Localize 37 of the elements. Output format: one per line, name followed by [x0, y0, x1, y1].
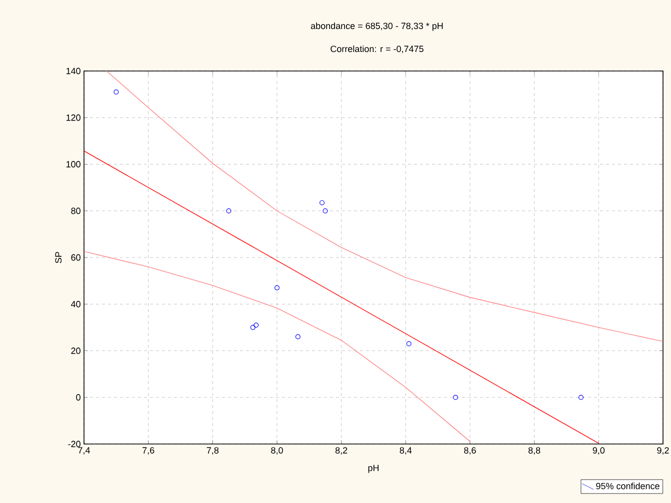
y-tick-label: 140: [66, 68, 80, 74]
y-axis-title: SP: [55, 252, 62, 264]
point: [254, 322, 259, 328]
point: [250, 324, 256, 330]
point: [406, 341, 412, 346]
chart-subtitle: Correlation: r = -0,7475: [330, 45, 424, 54]
point: [320, 200, 325, 206]
y-tick-label: 20: [71, 348, 80, 354]
x-tick-label: 8,2: [335, 447, 348, 455]
point: [226, 208, 232, 214]
x-tick-label: 8,6: [464, 447, 476, 455]
line-series: [84, 251, 470, 442]
y-tick-label: 0: [76, 394, 80, 401]
x-tick-label: 8,4: [400, 447, 412, 455]
x-tick-label: 8,8: [528, 447, 540, 455]
point: [322, 208, 328, 214]
chart-title: abondance = 685,30 - 78,33 * pH: [310, 22, 443, 31]
x-tick-label: 7,6: [142, 447, 154, 455]
x-tick-label: 9,2: [657, 447, 669, 455]
y-tick-label: 80: [71, 208, 80, 214]
y-tick-label: 60: [71, 254, 80, 261]
point: [578, 394, 584, 400]
x-tick-label: 9,0: [592, 447, 605, 455]
x-axis-title: pH: [368, 464, 379, 473]
x-tick-label: 7,4: [78, 447, 90, 455]
y-tick-label: -20: [68, 440, 80, 448]
line-series: [106, 70, 664, 342]
y-tick-label: 120: [66, 114, 80, 121]
y-tick-label: 40: [70, 300, 80, 308]
point: [453, 394, 458, 400]
point: [274, 285, 280, 290]
x-tick-label: 8,0: [271, 447, 283, 455]
y-tick-label: 100: [66, 161, 80, 168]
point: [114, 89, 119, 94]
point: [295, 334, 300, 340]
x-tick-label: 7,8: [206, 447, 219, 455]
text: 95% confidence: [596, 482, 660, 490]
